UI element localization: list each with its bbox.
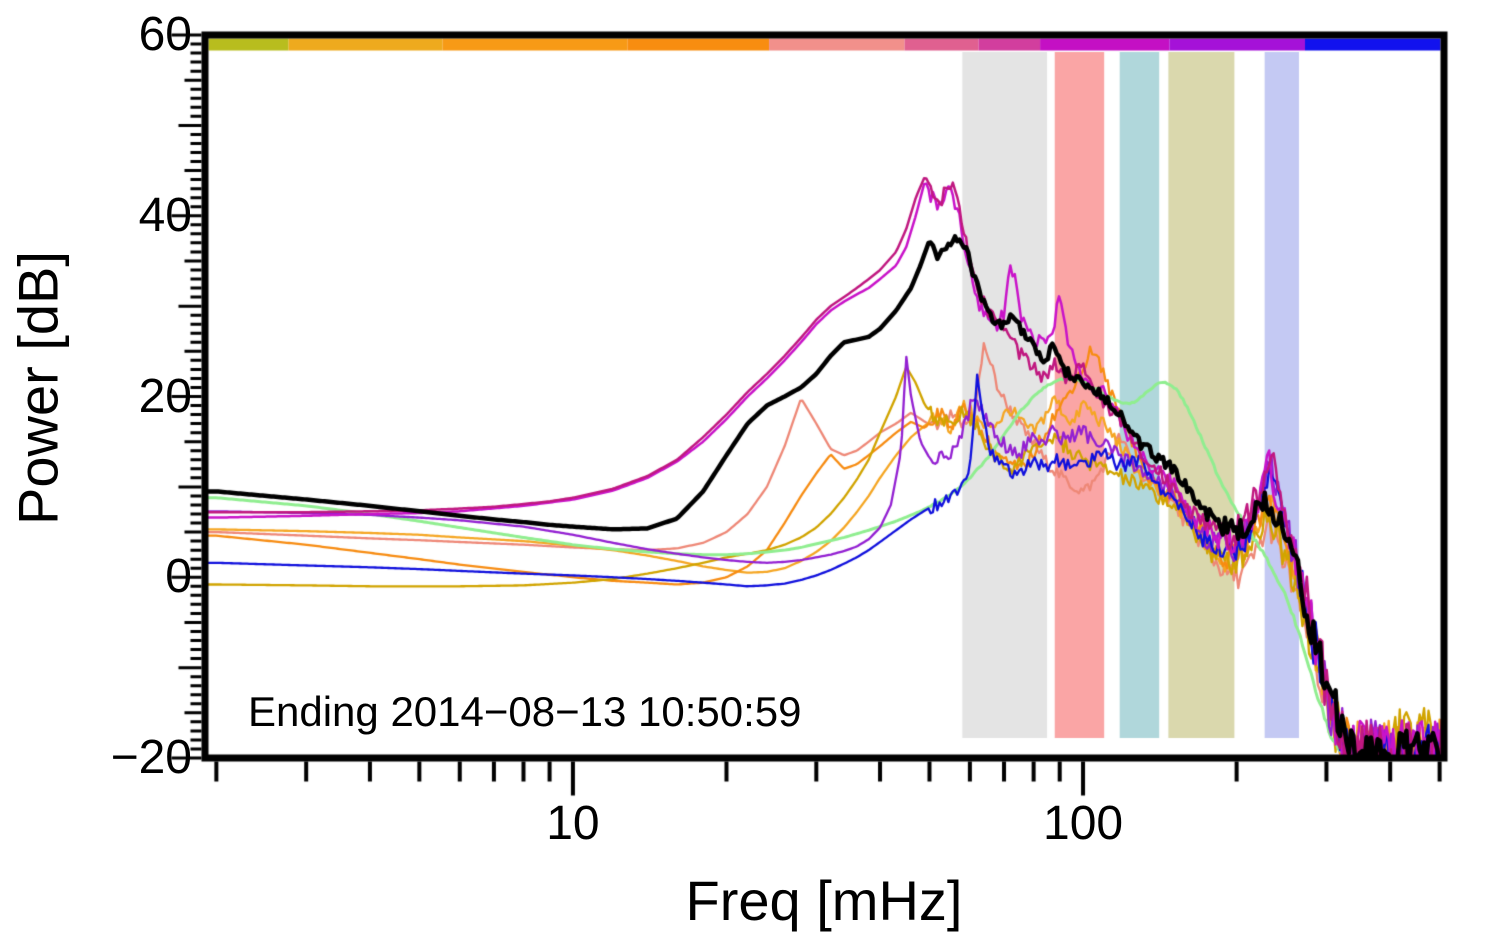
spectrum-plot-canvas (0, 0, 1494, 952)
